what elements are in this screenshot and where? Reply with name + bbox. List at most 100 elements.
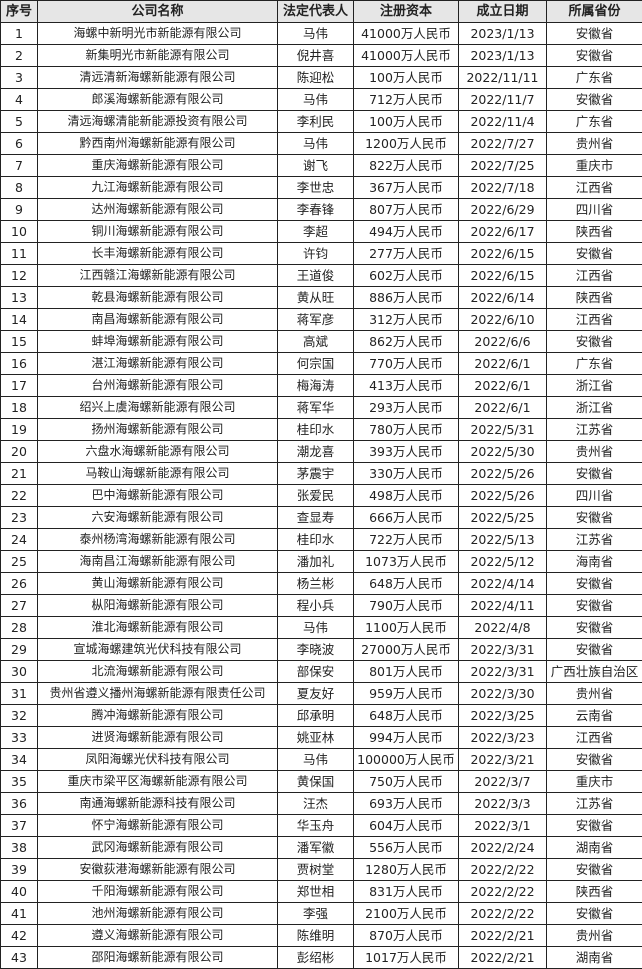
cell-province: 江苏省: [546, 528, 642, 551]
cell-date: 2022/2/22: [458, 880, 547, 903]
cell-index: 24: [0, 528, 38, 551]
cell-province: 江苏省: [546, 418, 642, 441]
cell-company-name: 怀宁海螺新能源有限公司: [37, 814, 278, 837]
cell-province: 安徽省: [546, 242, 642, 265]
cell-province: 安徽省: [546, 44, 642, 67]
cell-legal-rep: 蒋军彦: [277, 308, 354, 331]
cell-province: 浙江省: [546, 396, 642, 419]
cell-index: 31: [0, 682, 38, 705]
cell-date: 2022/6/17: [458, 220, 547, 243]
cell-capital: 770万人民币: [353, 352, 459, 375]
table-row: 22 巴中海螺新能源有限公司 张爱民 498万人民币 2022/5/26 四川省: [0, 484, 642, 507]
cell-index: 28: [0, 616, 38, 639]
cell-company-name: 贵州省遵义播州海螺新能源有限责任公司: [37, 682, 278, 705]
cell-capital: 293万人民币: [353, 396, 459, 419]
cell-legal-rep: 蒋军华: [277, 396, 354, 419]
cell-capital: 604万人民币: [353, 814, 459, 837]
cell-index: 30: [0, 660, 38, 683]
cell-legal-rep: 许钧: [277, 242, 354, 265]
cell-date: 2022/5/30: [458, 440, 547, 463]
cell-province: 贵州省: [546, 924, 642, 947]
cell-index: 21: [0, 462, 38, 485]
cell-legal-rep: 马伟: [277, 132, 354, 155]
cell-company-name: 淮北海螺新能源有限公司: [37, 616, 278, 639]
cell-province: 四川省: [546, 484, 642, 507]
cell-province: 安徽省: [546, 572, 642, 595]
table-row: 43 邵阳海螺新能源有限公司 彭绍彬 1017万人民币 2022/2/21 湖南省: [0, 946, 642, 969]
cell-index: 29: [0, 638, 38, 661]
table-row: 3 清远清新海螺新能源有限公司 陈迎松 100万人民币 2022/11/11 广东省: [0, 66, 642, 89]
cell-province: 江西省: [546, 264, 642, 287]
table-row: 28 淮北海螺新能源有限公司 马伟 1100万人民币 2022/4/8 安徽省: [0, 616, 642, 639]
cell-company-name: 长丰海螺新能源有限公司: [37, 242, 278, 265]
cell-capital: 790万人民币: [353, 594, 459, 617]
cell-date: 2022/7/25: [458, 154, 547, 177]
table-row: 31 贵州省遵义播州海螺新能源有限责任公司 夏友好 959万人民币 2022/3/30 贵…: [0, 682, 642, 705]
cell-date: 2022/7/18: [458, 176, 547, 199]
cell-capital: 556万人民币: [353, 836, 459, 859]
cell-province: 陕西省: [546, 220, 642, 243]
cell-index: 1: [0, 22, 38, 45]
cell-legal-rep: 李超: [277, 220, 354, 243]
cell-capital: 994万人民币: [353, 726, 459, 749]
cell-legal-rep: 华玉舟: [277, 814, 354, 837]
cell-capital: 648万人民币: [353, 572, 459, 595]
cell-legal-rep: 部保安: [277, 660, 354, 683]
cell-index: 27: [0, 594, 38, 617]
cell-company-name: 江西赣江海螺新能源有限公司: [37, 264, 278, 287]
cell-province: 浙江省: [546, 374, 642, 397]
cell-legal-rep: 何宗国: [277, 352, 354, 375]
cell-capital: 831万人民币: [353, 880, 459, 903]
cell-legal-rep: 姚亚林: [277, 726, 354, 749]
cell-index: 42: [0, 924, 38, 947]
cell-company-name: 海螺中新明光市新能源有限公司: [37, 22, 278, 45]
cell-province: 江西省: [546, 726, 642, 749]
cell-date: 2022/11/4: [458, 110, 547, 133]
table-row: 34 凤阳海螺光伏科技有限公司 马伟 100000万人民币 2022/3/21 安徽省: [0, 748, 642, 771]
cell-capital: 367万人民币: [353, 176, 459, 199]
cell-legal-rep: 马伟: [277, 616, 354, 639]
cell-capital: 41000万人民币: [353, 22, 459, 45]
table-row: 29 宣城海螺建筑光伏科技有限公司 李晓波 27000万人民币 2022/3/31 安徽省: [0, 638, 642, 661]
cell-company-name: 重庆市梁平区海螺新能源有限公司: [37, 770, 278, 793]
cell-company-name: 池州海螺新能源有限公司: [37, 902, 278, 925]
cell-date: 2022/3/1: [458, 814, 547, 837]
cell-capital: 100000万人民币: [353, 748, 459, 771]
cell-date: 2022/5/12: [458, 550, 547, 573]
header-index: 序号: [0, 0, 38, 23]
cell-company-name: 北流海螺新能源有限公司: [37, 660, 278, 683]
table-row: 18 绍兴上虞海螺新能源有限公司 蒋军华 293万人民币 2022/6/1 浙江省: [0, 396, 642, 419]
cell-legal-rep: 邱承明: [277, 704, 354, 727]
cell-capital: 602万人民币: [353, 264, 459, 287]
table-row: 12 江西赣江海螺新能源有限公司 王道俊 602万人民币 2022/6/15 江西省: [0, 264, 642, 287]
cell-index: 18: [0, 396, 38, 419]
cell-date: 2022/4/8: [458, 616, 547, 639]
cell-company-name: 新集明光市新能源有限公司: [37, 44, 278, 67]
cell-province: 湖南省: [546, 946, 642, 969]
cell-province: 安徽省: [546, 330, 642, 353]
cell-province: 安徽省: [546, 594, 642, 617]
cell-legal-rep: 杨兰彬: [277, 572, 354, 595]
cell-company-name: 九江海螺新能源有限公司: [37, 176, 278, 199]
cell-company-name: 千阳海螺新能源有限公司: [37, 880, 278, 903]
table-row: 8 九江海螺新能源有限公司 李世忠 367万人民币 2022/7/18 江西省: [0, 176, 642, 199]
cell-company-name: 湛江海螺新能源有限公司: [37, 352, 278, 375]
cell-index: 43: [0, 946, 38, 969]
cell-capital: 780万人民币: [353, 418, 459, 441]
table-row: 16 湛江海螺新能源有限公司 何宗国 770万人民币 2022/6/1 广东省: [0, 352, 642, 375]
cell-capital: 722万人民币: [353, 528, 459, 551]
cell-legal-rep: 高斌: [277, 330, 354, 353]
cell-capital: 666万人民币: [353, 506, 459, 529]
table-row: 21 马鞍山海螺新能源有限公司 茅震宇 330万人民币 2022/5/26 安徽省: [0, 462, 642, 485]
table-row: 20 六盘水海螺新能源有限公司 潮龙喜 393万人民币 2022/5/30 贵州省: [0, 440, 642, 463]
table-row: 36 南通海螺新能源科技有限公司 汪杰 693万人民币 2022/3/3 江苏省: [0, 792, 642, 815]
header-company-name: 公司名称: [37, 0, 278, 23]
cell-date: 2022/6/15: [458, 242, 547, 265]
cell-date: 2022/3/21: [458, 748, 547, 771]
cell-date: 2022/3/30: [458, 682, 547, 705]
cell-province: 陕西省: [546, 880, 642, 903]
cell-index: 33: [0, 726, 38, 749]
cell-capital: 870万人民币: [353, 924, 459, 947]
cell-company-name: 绍兴上虞海螺新能源有限公司: [37, 396, 278, 419]
cell-legal-rep: 查显寿: [277, 506, 354, 529]
